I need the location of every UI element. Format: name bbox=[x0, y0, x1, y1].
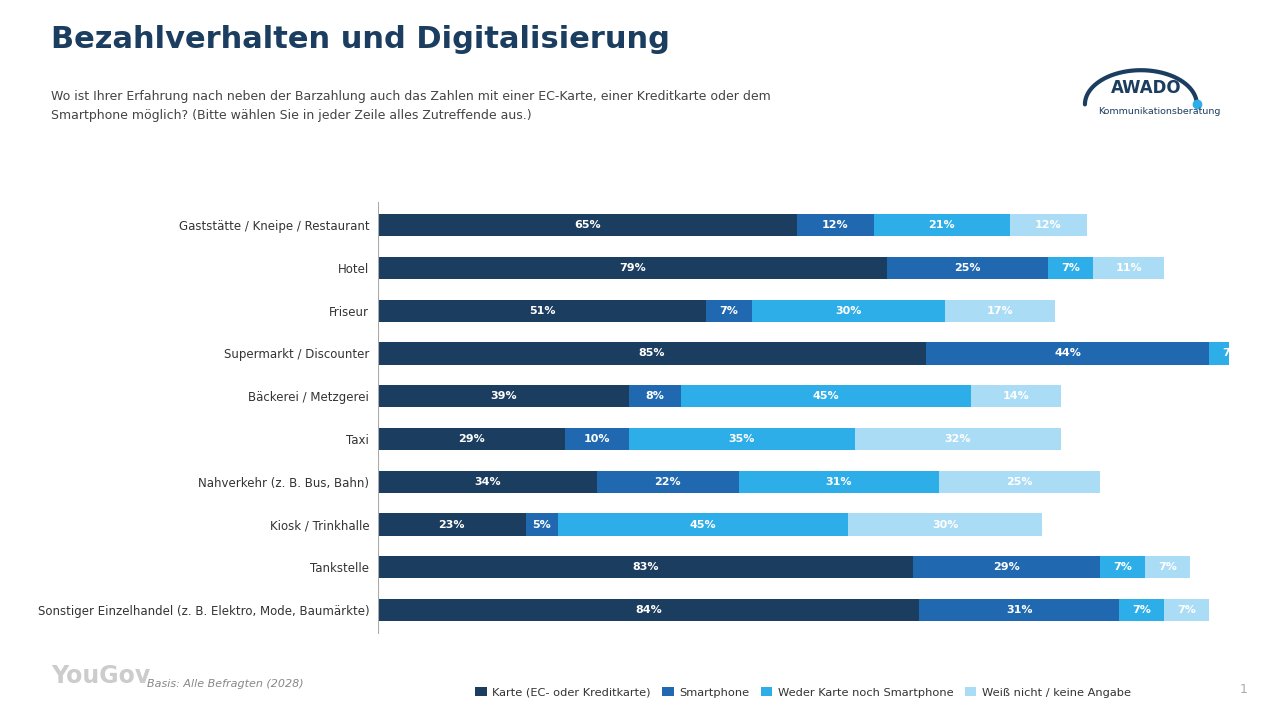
Bar bbox=[378, 556, 913, 578]
Bar bbox=[596, 471, 739, 493]
Bar bbox=[849, 513, 1042, 536]
Text: 23%: 23% bbox=[439, 520, 465, 529]
Text: 29%: 29% bbox=[993, 562, 1020, 572]
Bar bbox=[855, 428, 1061, 450]
Text: 17%: 17% bbox=[987, 306, 1014, 315]
Bar bbox=[925, 342, 1210, 364]
Legend: Karte (EC- oder Kreditkarte), Smartphone, Weder Karte noch Smartphone, Weiß nich: Karte (EC- oder Kreditkarte), Smartphone… bbox=[471, 683, 1135, 702]
Text: 7%: 7% bbox=[1178, 605, 1197, 615]
Text: Bezahlverhalten und Digitalisierung: Bezahlverhalten und Digitalisierung bbox=[51, 25, 669, 54]
Bar bbox=[378, 214, 796, 236]
Text: 7%: 7% bbox=[1061, 263, 1080, 273]
Text: 83%: 83% bbox=[632, 562, 658, 572]
Bar bbox=[526, 513, 558, 536]
Text: 21%: 21% bbox=[928, 220, 955, 230]
Text: 84%: 84% bbox=[635, 605, 662, 615]
Bar bbox=[945, 300, 1055, 322]
Text: 85%: 85% bbox=[639, 348, 664, 359]
Text: 44%: 44% bbox=[1055, 348, 1082, 359]
Text: 30%: 30% bbox=[932, 520, 959, 529]
Bar bbox=[1165, 599, 1210, 621]
Bar bbox=[1210, 342, 1254, 364]
Text: 31%: 31% bbox=[1006, 605, 1033, 615]
Text: 32%: 32% bbox=[945, 434, 972, 444]
Bar bbox=[1146, 556, 1190, 578]
Bar bbox=[1048, 257, 1093, 279]
Text: 34%: 34% bbox=[474, 477, 500, 487]
Text: 31%: 31% bbox=[826, 477, 852, 487]
Text: 39%: 39% bbox=[490, 391, 517, 401]
Text: 7%: 7% bbox=[1158, 562, 1178, 572]
Text: 51%: 51% bbox=[529, 306, 556, 315]
Text: 30%: 30% bbox=[835, 306, 861, 315]
Text: YouGov: YouGov bbox=[51, 664, 151, 688]
Text: 7%: 7% bbox=[1114, 562, 1132, 572]
Bar bbox=[1100, 556, 1146, 578]
Text: Kommunikationsberatung: Kommunikationsberatung bbox=[1098, 107, 1221, 116]
Text: 7%: 7% bbox=[1133, 605, 1151, 615]
Bar bbox=[628, 385, 681, 408]
Bar bbox=[1093, 257, 1165, 279]
Bar bbox=[378, 599, 919, 621]
Bar bbox=[874, 214, 1010, 236]
Text: 5%: 5% bbox=[532, 520, 552, 529]
Text: Basis: Alle Befragten (2028): Basis: Alle Befragten (2028) bbox=[147, 679, 303, 689]
Bar bbox=[378, 257, 887, 279]
Bar bbox=[970, 385, 1061, 408]
Bar bbox=[378, 385, 628, 408]
Bar bbox=[564, 428, 628, 450]
Text: 7%: 7% bbox=[719, 306, 739, 315]
Bar bbox=[739, 471, 938, 493]
Bar bbox=[1254, 342, 1280, 364]
Text: 45%: 45% bbox=[813, 391, 840, 401]
Text: 79%: 79% bbox=[620, 263, 645, 273]
Bar bbox=[1119, 599, 1165, 621]
Text: 10%: 10% bbox=[584, 434, 611, 444]
Text: 12%: 12% bbox=[822, 220, 849, 230]
Bar bbox=[938, 471, 1100, 493]
Text: AWADO: AWADO bbox=[1111, 79, 1181, 97]
Bar bbox=[707, 300, 751, 322]
Bar bbox=[919, 599, 1119, 621]
Text: 25%: 25% bbox=[1006, 477, 1033, 487]
Bar bbox=[378, 300, 707, 322]
Text: 8%: 8% bbox=[645, 391, 664, 401]
Text: Wo ist Ihrer Erfahrung nach neben der Barzahlung auch das Zahlen mit einer EC-Ka: Wo ist Ihrer Erfahrung nach neben der Ba… bbox=[51, 90, 771, 122]
Bar bbox=[887, 257, 1048, 279]
Text: 22%: 22% bbox=[654, 477, 681, 487]
Text: 11%: 11% bbox=[1116, 263, 1142, 273]
Text: 7%: 7% bbox=[1222, 348, 1242, 359]
Bar bbox=[751, 300, 945, 322]
Bar bbox=[378, 471, 596, 493]
Text: 1: 1 bbox=[1240, 683, 1248, 696]
Bar bbox=[378, 428, 564, 450]
Bar bbox=[378, 513, 526, 536]
Bar bbox=[796, 214, 874, 236]
Bar bbox=[628, 428, 855, 450]
Text: 5%: 5% bbox=[1261, 348, 1280, 359]
Bar bbox=[681, 385, 970, 408]
Text: 29%: 29% bbox=[458, 434, 484, 444]
Text: 45%: 45% bbox=[690, 520, 717, 529]
Text: 65%: 65% bbox=[573, 220, 600, 230]
Text: 35%: 35% bbox=[728, 434, 755, 444]
Text: 14%: 14% bbox=[1002, 391, 1029, 401]
Bar bbox=[378, 342, 925, 364]
Bar bbox=[558, 513, 849, 536]
Text: 25%: 25% bbox=[955, 263, 980, 273]
Bar bbox=[913, 556, 1100, 578]
Bar bbox=[1010, 214, 1087, 236]
Text: 12%: 12% bbox=[1036, 220, 1061, 230]
